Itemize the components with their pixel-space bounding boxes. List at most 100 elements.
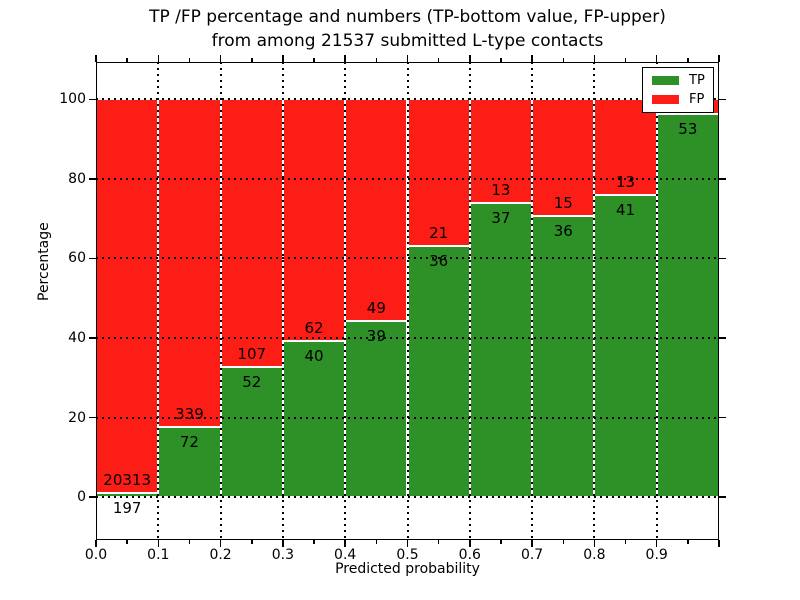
bar-segment-fp (282, 99, 346, 342)
tp-count-label: 39 (366, 326, 386, 345)
x-minor-tick-top (251, 58, 253, 62)
bar-segment-fp (158, 99, 221, 428)
x-major-tick-top (655, 55, 658, 62)
x-minor-tick-top (313, 58, 315, 62)
y-major-tick (89, 337, 96, 339)
x-major-tick (655, 540, 658, 547)
x-major-tick-top (282, 55, 284, 62)
x-minor-tick (624, 540, 627, 544)
x-tick-label: 0.3 (271, 547, 295, 563)
chart-title-line1: TP /FP percentage and numbers (TP-bottom… (149, 7, 666, 27)
x-tick-label: 0.6 (458, 547, 481, 563)
fp-count-label: 49 (366, 298, 386, 317)
tp-count-label: 72 (179, 433, 199, 452)
plot-area: TP FP 20313 197 339 72 107 52 62 40 49 39 21 36 13 37… (59, 55, 726, 563)
y-major-tick-right (719, 496, 726, 498)
x-minor-tick-top (375, 58, 378, 62)
fp-count-label: 62 (304, 319, 324, 338)
bar-segment-tp (282, 341, 346, 498)
bar-segment-tp (469, 202, 533, 498)
fp-count-label: 13 (491, 180, 511, 199)
fp-count-label: 20313 (103, 471, 151, 490)
x-major-tick-top (219, 55, 222, 62)
v-gridline (406, 62, 409, 540)
x-minor-tick-top (562, 58, 564, 62)
y-tick-label: 0 (77, 489, 86, 506)
x-major-tick-top (157, 55, 160, 62)
x-minor-tick (562, 540, 564, 544)
y-major-tick-right (719, 257, 726, 260)
bar-segment-fp (96, 99, 159, 494)
x-minor-tick-top (126, 58, 128, 62)
bar-segment-fp (220, 99, 283, 367)
v-gridline (468, 62, 471, 540)
legend-item-tp: TP (652, 73, 713, 88)
x-tick-label: 0.0 (84, 547, 108, 563)
x-tick-label: 0.5 (396, 547, 419, 563)
x-major-tick-top (593, 55, 596, 62)
fp-count-label: 107 (237, 345, 267, 363)
x-minor-tick-top (500, 58, 502, 62)
x-major-tick (344, 540, 346, 547)
x-tick-label: 0.9 (645, 547, 668, 563)
legend-label-tp: TP (689, 73, 705, 89)
legend-label-fp: FP (689, 91, 705, 107)
x-tick-label: 0.2 (209, 547, 232, 563)
bar-segment-tp (656, 113, 719, 498)
x-major-tick (593, 540, 596, 547)
y-major-tick (89, 98, 96, 101)
y-major-tick-right (719, 337, 726, 339)
bar-segment-tp (594, 195, 657, 498)
bar-segment-tp (345, 320, 408, 498)
v-gridline (281, 62, 284, 540)
x-major-tick (219, 540, 222, 547)
x-major-tick (157, 540, 160, 547)
y-major-tick (89, 496, 96, 498)
tp-count-label: 53 (678, 119, 698, 138)
x-minor-tick-top (437, 58, 440, 62)
x-minor-tick (188, 540, 191, 544)
bar-segment-tp (158, 427, 221, 498)
x-major-tick-top (95, 55, 97, 62)
y-tick-label: 20 (68, 409, 86, 426)
fp-count-label: 339 (175, 405, 204, 424)
v-gridline (531, 62, 534, 540)
x-major-tick (406, 540, 409, 547)
tp-count-label: 197 (112, 499, 142, 518)
y-tick-label: 80 (68, 170, 86, 187)
x-minor-tick (313, 540, 315, 544)
legend-swatch-fp (652, 94, 679, 104)
x-major-tick-top (718, 55, 720, 62)
v-gridline (593, 62, 596, 540)
x-minor-tick (375, 540, 378, 544)
y-major-tick-right (719, 98, 726, 101)
v-gridline (219, 62, 222, 540)
x-minor-tick (500, 540, 502, 544)
y-tick-label: 40 (68, 329, 86, 346)
y-tick-label: 100 (59, 91, 86, 108)
x-minor-tick (437, 540, 440, 544)
y-major-tick-right (719, 416, 726, 419)
x-axis-label: Predicted probability (335, 561, 480, 577)
tp-count-label: 52 (242, 373, 262, 391)
chart-title: TP /FP percentage and numbers (TP-bottom… (96, 5, 719, 53)
v-gridline (157, 62, 160, 540)
x-tick-label: 0.8 (583, 547, 606, 563)
y-tick-label: 60 (68, 250, 86, 267)
fp-count-label: 21 (429, 223, 449, 242)
v-gridline (344, 62, 347, 540)
legend-item-fp: FP (652, 92, 713, 107)
x-major-tick (282, 540, 284, 547)
x-major-tick-top (531, 55, 533, 62)
x-major-tick (95, 540, 97, 547)
v-gridline (655, 62, 658, 540)
y-major-tick (89, 257, 96, 260)
x-tick-label: 0.1 (147, 547, 170, 563)
fp-count-label: 13 (616, 173, 636, 192)
x-tick-label: 0.7 (520, 547, 544, 563)
x-minor-tick-top (624, 58, 627, 62)
legend-swatch-tp (652, 76, 679, 86)
y-major-tick (89, 416, 96, 419)
fp-count-label: 15 (553, 194, 573, 213)
